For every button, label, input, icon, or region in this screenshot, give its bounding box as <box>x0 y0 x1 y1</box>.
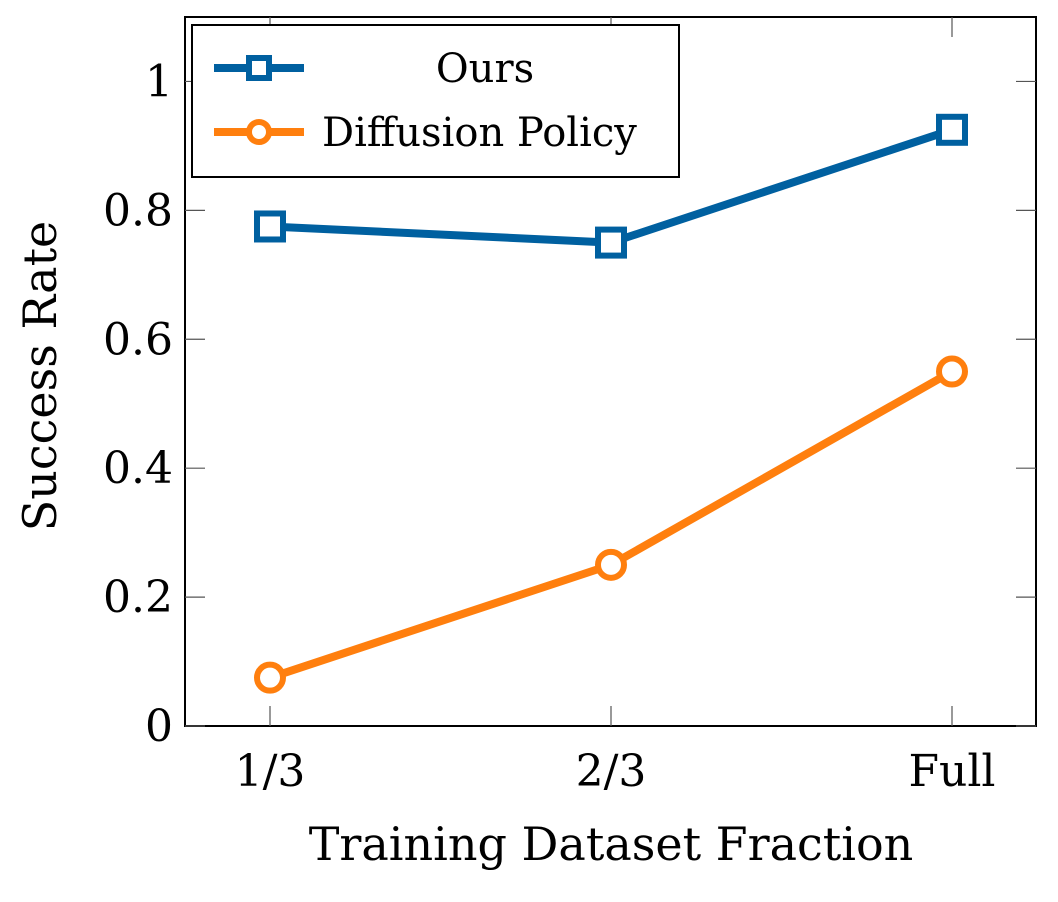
x-axis-title: Training Dataset Fraction <box>309 817 914 871</box>
legend-marker-ours <box>246 55 272 81</box>
x-axis: 1/3 2/3 Full <box>235 17 996 797</box>
data-point-ours <box>254 210 286 243</box>
data-point-ours <box>936 113 968 146</box>
x-tick-label: Full <box>908 746 995 797</box>
y-tick-label: 0.6 <box>103 314 173 365</box>
y-tick-label: 0.8 <box>103 185 173 236</box>
y-tick-label: 0 <box>145 701 173 752</box>
legend-label-diffusion-policy: Diffusion Policy <box>322 110 637 156</box>
y-axis: 0 0.2 0.4 0.6 0.8 1 <box>103 56 1036 752</box>
data-point-diffusion-policy <box>254 661 286 694</box>
series-diffusion-policy <box>254 355 968 694</box>
y-tick-label: 0.4 <box>103 443 173 494</box>
series-ours <box>254 113 968 259</box>
legend-marker-diffusion-policy <box>246 119 272 145</box>
legend-label-ours: Ours <box>436 46 534 92</box>
x-tick-label: 2/3 <box>576 746 647 797</box>
legend: Ours Diffusion Policy <box>191 24 680 178</box>
y-axis-title: Success Rate <box>13 221 67 532</box>
y-tick-label: 1 <box>145 56 173 107</box>
series-line-diffusion-policy <box>266 367 956 682</box>
x-tick-label: 1/3 <box>235 746 306 797</box>
legend-box <box>191 24 680 178</box>
data-point-diffusion-policy <box>595 548 627 581</box>
data-point-diffusion-policy <box>936 355 968 388</box>
data-point-ours <box>595 226 627 259</box>
y-tick-label: 0.2 <box>103 572 173 623</box>
series-layer <box>254 113 968 694</box>
